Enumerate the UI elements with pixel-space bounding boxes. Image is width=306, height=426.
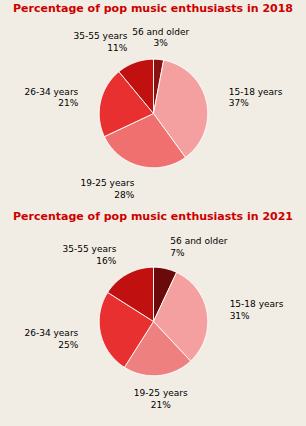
svg-text:56 and older7%: 56 and older7% — [170, 236, 227, 258]
svg-text:19-25 years28%: 19-25 years28% — [81, 178, 135, 200]
html-text:Percentage of pop music enthus: Percentage of pop music enthusiasts in 2… — [13, 2, 293, 15]
svg-text:26-34 years25%: 26-34 years25% — [24, 328, 78, 350]
svg-text:35-55 years11%: 35-55 years11% — [74, 31, 128, 53]
svg-text:35-55 years16%: 35-55 years16% — [63, 244, 117, 266]
svg-text:56 and older3%: 56 and older3% — [132, 27, 189, 49]
svg-text:15-18 years31%: 15-18 years31% — [230, 299, 284, 321]
svg-text:26-34 years21%: 26-34 years21% — [24, 87, 78, 109]
html-text:Percentage of pop music enthus: Percentage of pop music enthusiasts in 2… — [13, 210, 293, 223]
svg-text:19-25 years21%: 19-25 years21% — [134, 388, 188, 410]
svg-text:15-18 years37%: 15-18 years37% — [229, 87, 283, 109]
